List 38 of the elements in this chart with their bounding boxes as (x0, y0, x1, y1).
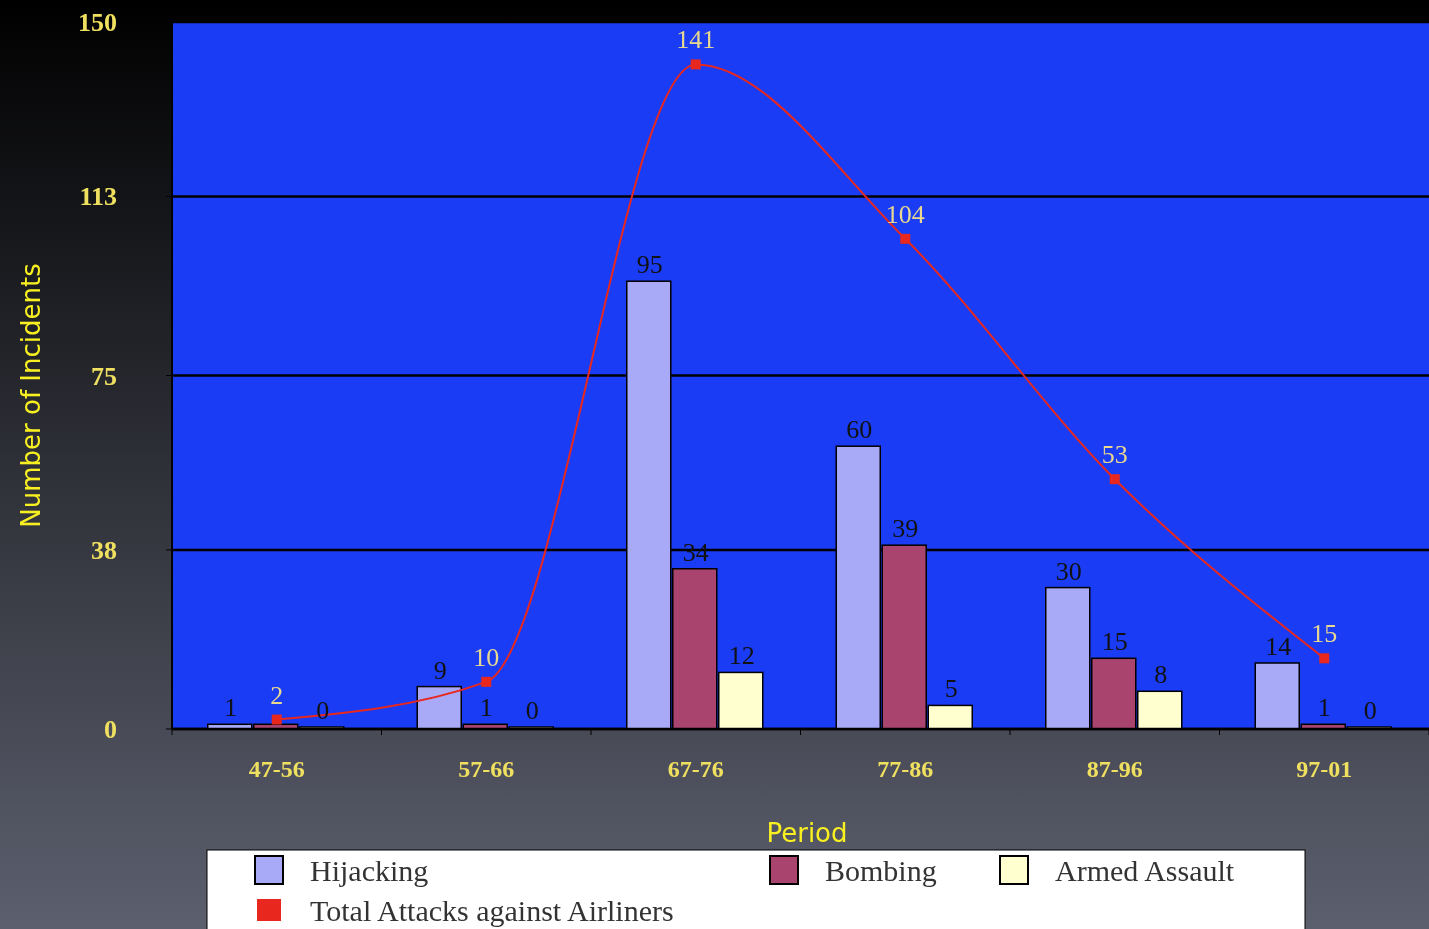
x-tick-label: 67-76 (667, 756, 724, 782)
data-label: 10 (473, 642, 500, 672)
data-label: 15 (1311, 619, 1338, 649)
data-label: 104 (885, 199, 925, 229)
x-tick-label: 87-96 (1086, 756, 1143, 782)
x-tick-label: 47-56 (248, 756, 305, 782)
data-label: 60 (846, 415, 873, 445)
x-tick-label: 77-86 (877, 756, 934, 782)
data-label: 15 (1101, 627, 1128, 657)
data-label: 1 (479, 693, 493, 723)
x-axis-title: Period (766, 818, 848, 848)
data-label: 0 (1363, 696, 1377, 725)
data-label: 0 (525, 696, 539, 725)
data-label: 95 (636, 250, 663, 280)
legend-label: Armed Assault (1055, 853, 1235, 887)
y-tick-label: 38 (91, 535, 117, 565)
data-label: 5 (944, 674, 958, 704)
y-tick-label: 113 (79, 182, 117, 212)
y-tick-label: 0 (104, 715, 117, 745)
data-label: 8 (1154, 660, 1168, 690)
data-label: 9 (433, 655, 447, 685)
y-tick-label: 75 (91, 361, 117, 391)
legend-label: Hijacking (310, 853, 429, 887)
legend-label: Total Attacks against Airliners (310, 893, 674, 927)
data-label: 1 (1317, 693, 1331, 723)
data-label: 2 (270, 680, 284, 710)
data-label: 12 (728, 641, 755, 671)
data-label: 1 (224, 693, 238, 723)
legend-label: Bombing (825, 853, 937, 887)
data-label: 39 (892, 514, 919, 544)
y-axis-title: Number of Incidents (16, 263, 46, 528)
x-tick-label: 97-01 (1296, 756, 1353, 782)
data-label: 14 (1265, 632, 1292, 662)
data-label: 53 (1101, 440, 1128, 470)
data-label: 30 (1055, 556, 1082, 586)
x-tick-label: 57-66 (458, 756, 515, 782)
data-label: 141 (676, 25, 716, 55)
y-tick-label: 150 (78, 8, 117, 38)
